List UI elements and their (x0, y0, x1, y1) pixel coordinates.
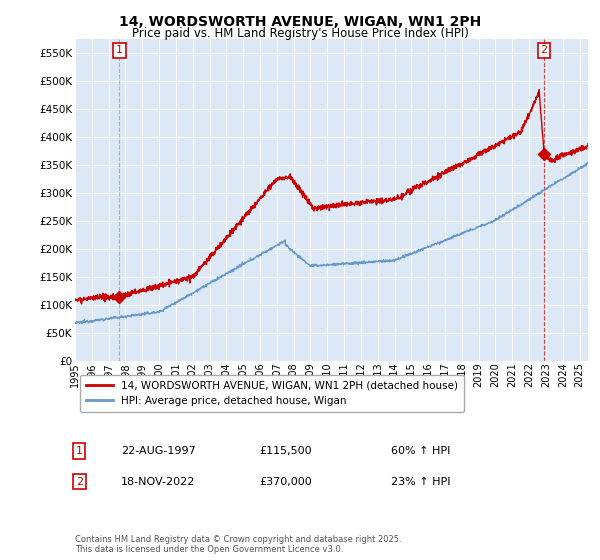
Text: 60% ↑ HPI: 60% ↑ HPI (391, 446, 451, 456)
Text: 2: 2 (76, 477, 83, 487)
Text: 1: 1 (116, 45, 123, 55)
Legend: 14, WORDSWORTH AVENUE, WIGAN, WN1 2PH (detached house), HPI: Average price, deta: 14, WORDSWORTH AVENUE, WIGAN, WN1 2PH (d… (80, 375, 464, 412)
Text: £370,000: £370,000 (259, 477, 312, 487)
Text: 23% ↑ HPI: 23% ↑ HPI (391, 477, 451, 487)
Text: Price paid vs. HM Land Registry's House Price Index (HPI): Price paid vs. HM Land Registry's House … (131, 27, 469, 40)
Text: £115,500: £115,500 (259, 446, 312, 456)
Text: 14, WORDSWORTH AVENUE, WIGAN, WN1 2PH: 14, WORDSWORTH AVENUE, WIGAN, WN1 2PH (119, 15, 481, 29)
Text: Contains HM Land Registry data © Crown copyright and database right 2025.
This d: Contains HM Land Registry data © Crown c… (75, 535, 401, 554)
Text: 18-NOV-2022: 18-NOV-2022 (121, 477, 196, 487)
Text: 22-AUG-1997: 22-AUG-1997 (121, 446, 196, 456)
Text: 2: 2 (541, 45, 547, 55)
Text: 1: 1 (76, 446, 83, 456)
